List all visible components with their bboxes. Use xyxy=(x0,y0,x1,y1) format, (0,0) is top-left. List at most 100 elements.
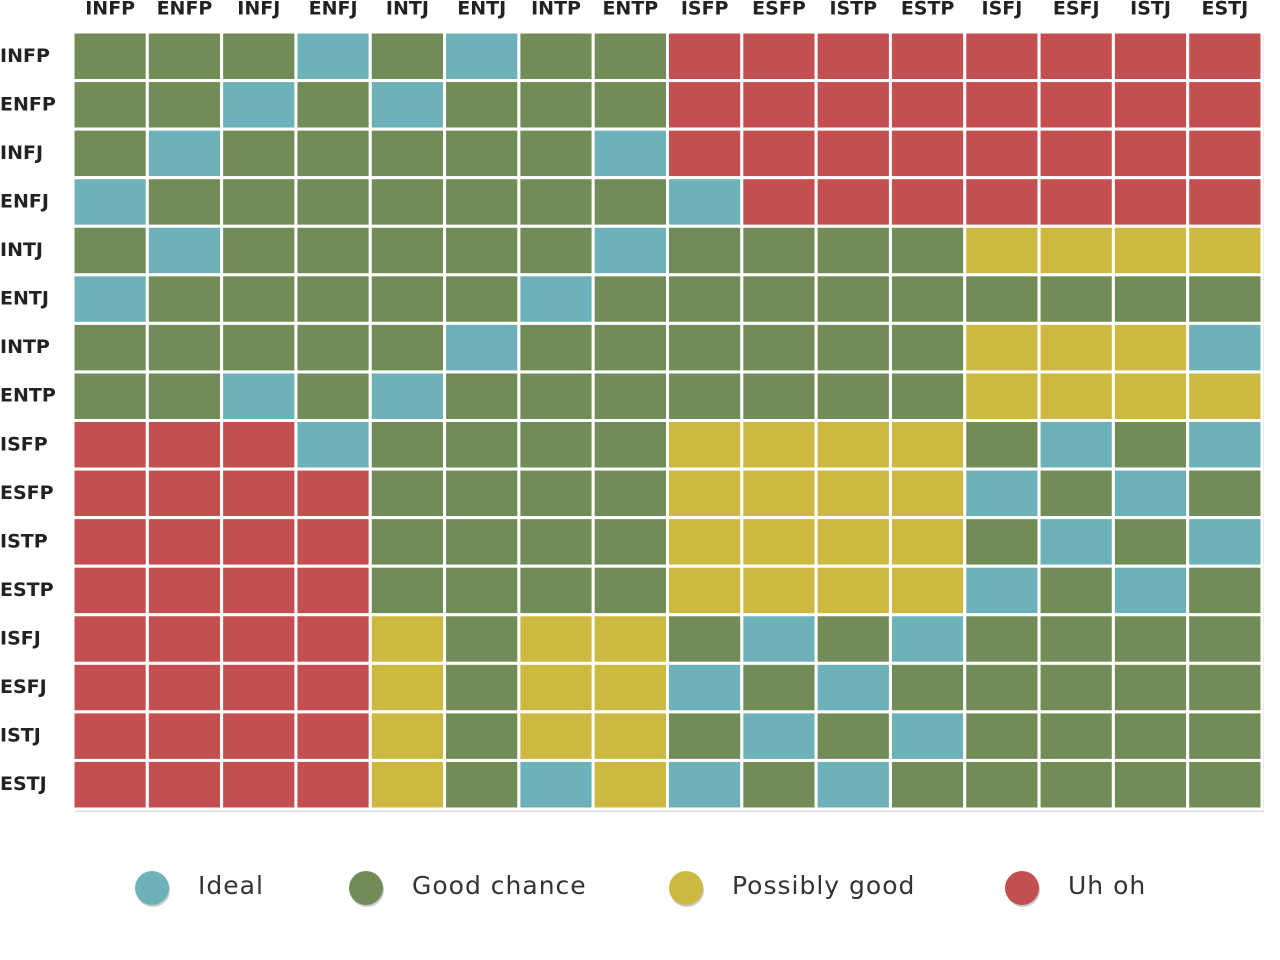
cell xyxy=(443,273,521,325)
column-label: INTJ xyxy=(386,0,429,20)
cell xyxy=(220,127,298,180)
cell xyxy=(591,564,669,617)
cell xyxy=(888,176,967,228)
cell xyxy=(1186,127,1264,180)
cell xyxy=(294,758,372,811)
cell xyxy=(220,661,298,714)
cell xyxy=(591,224,669,277)
cell xyxy=(294,710,372,762)
cell xyxy=(368,710,447,762)
cell xyxy=(1111,224,1190,277)
cell xyxy=(71,419,149,471)
cell xyxy=(71,30,149,83)
cell xyxy=(888,419,967,471)
row-label: ESTP xyxy=(0,579,54,601)
cell xyxy=(888,127,967,180)
cell xyxy=(591,273,669,325)
cell xyxy=(517,224,595,277)
cell xyxy=(740,224,818,277)
cell xyxy=(443,79,521,131)
cell xyxy=(740,370,818,422)
cell xyxy=(368,516,447,568)
cell xyxy=(368,321,447,374)
cell xyxy=(814,419,892,471)
cell xyxy=(71,224,149,277)
cell xyxy=(517,419,595,471)
cell xyxy=(1186,176,1264,228)
cell xyxy=(294,564,372,617)
row-label: INFJ xyxy=(0,142,43,164)
cell xyxy=(145,224,224,277)
cell xyxy=(220,273,298,325)
cell xyxy=(740,419,818,471)
cell xyxy=(666,176,744,228)
cell xyxy=(666,758,744,811)
row-label: ISTJ xyxy=(0,725,41,747)
cell xyxy=(888,758,967,811)
cell xyxy=(220,758,298,811)
cell xyxy=(1111,30,1190,83)
cell xyxy=(443,224,521,277)
row-label: ESTJ xyxy=(0,773,47,795)
cell xyxy=(888,661,967,714)
cell xyxy=(517,79,595,131)
cell xyxy=(1037,467,1115,520)
cell xyxy=(591,321,669,374)
cell xyxy=(1037,224,1115,277)
column-label: ENFJ xyxy=(309,0,358,20)
column-label: ISTP xyxy=(829,0,877,20)
cell xyxy=(145,321,224,374)
cell xyxy=(71,127,149,180)
cell xyxy=(963,516,1041,568)
cell xyxy=(666,370,744,422)
cell xyxy=(220,224,298,277)
cell xyxy=(963,30,1041,83)
legend-marker xyxy=(1005,871,1039,905)
cell xyxy=(294,30,372,83)
cell xyxy=(294,370,372,422)
cell xyxy=(294,79,372,131)
cell xyxy=(963,370,1041,422)
cell xyxy=(368,613,447,665)
cell xyxy=(666,661,744,714)
row-label: ISFP xyxy=(0,433,48,455)
cell xyxy=(517,273,595,325)
cell xyxy=(963,127,1041,180)
cell xyxy=(591,370,669,422)
cell xyxy=(888,467,967,520)
cell xyxy=(145,176,224,228)
cell xyxy=(368,224,447,277)
cell xyxy=(814,516,892,568)
cell xyxy=(591,758,669,811)
cell xyxy=(1037,710,1115,762)
cell xyxy=(71,176,149,228)
cell xyxy=(71,661,149,714)
cell xyxy=(740,758,818,811)
cell xyxy=(591,467,669,520)
cell xyxy=(666,467,744,520)
column-label: ESTP xyxy=(901,0,955,20)
cell xyxy=(443,516,521,568)
cell xyxy=(1111,273,1190,325)
cell xyxy=(1111,127,1190,180)
cell xyxy=(1186,710,1264,762)
cell xyxy=(740,273,818,325)
cell xyxy=(145,79,224,131)
cell xyxy=(220,516,298,568)
cell xyxy=(814,758,892,811)
cell xyxy=(591,661,669,714)
cell xyxy=(963,710,1041,762)
cell xyxy=(888,79,967,131)
row-label: ENTP xyxy=(0,385,56,407)
cell xyxy=(145,661,224,714)
cell xyxy=(443,661,521,714)
cell xyxy=(666,127,744,180)
cell xyxy=(443,127,521,180)
cell xyxy=(814,564,892,617)
cell xyxy=(814,370,892,422)
cell xyxy=(71,758,149,811)
cell xyxy=(666,419,744,471)
cell xyxy=(1186,467,1264,520)
column-label: ENTJ xyxy=(457,0,506,20)
cell xyxy=(963,79,1041,131)
